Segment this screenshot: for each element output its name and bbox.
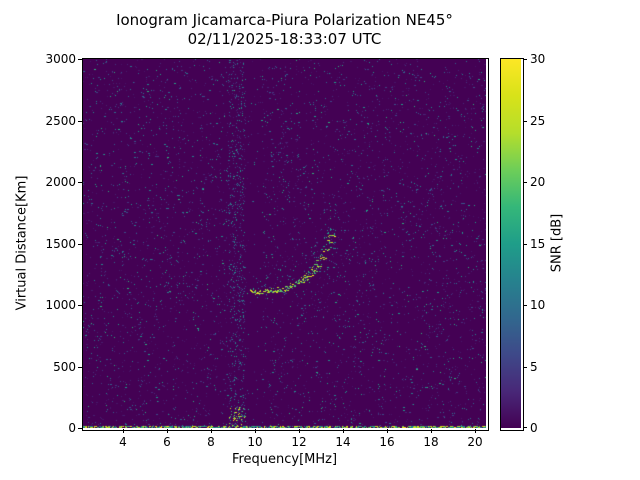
colorbar-tick-label: 10	[530, 298, 546, 312]
y-tick	[78, 59, 82, 60]
y-tick	[78, 244, 82, 245]
chart-subtitle: 02/11/2025-18:33:07 UTC	[187, 30, 382, 48]
colorbar-tick-label: 15	[530, 237, 546, 251]
plot-axes-border	[82, 58, 489, 431]
x-tick	[123, 429, 124, 433]
y-tick	[78, 305, 82, 306]
x-tick-label: 6	[163, 435, 171, 449]
y-tick	[78, 428, 82, 429]
y-tick	[78, 121, 82, 122]
x-tick	[299, 429, 300, 433]
y-tick	[78, 182, 82, 183]
ionogram-heatmap-canvas	[83, 59, 486, 428]
y-tick-label: 2500	[45, 114, 76, 128]
colorbar-tick-label: 30	[530, 52, 546, 66]
colorbar-tick	[523, 367, 527, 368]
y-tick	[78, 367, 82, 368]
y-tick-label: 0	[68, 421, 76, 435]
x-tick-label: 8	[207, 435, 215, 449]
x-tick-label: 10	[247, 435, 263, 449]
x-tick-label: 16	[379, 435, 395, 449]
y-tick-label: 2000	[45, 175, 76, 189]
x-tick-label: 18	[423, 435, 439, 449]
colorbar-tick	[523, 182, 527, 183]
chart-title: Ionogram Jicamarca-Piura Polarization NE…	[116, 11, 453, 29]
x-tick	[431, 429, 432, 433]
x-tick-label: 20	[467, 435, 483, 449]
colorbar-border	[500, 58, 524, 431]
colorbar-tick-label: 5	[530, 360, 538, 374]
colorbar-tick	[523, 121, 527, 122]
x-tick	[475, 429, 476, 433]
x-axis-label: Frequency[MHz]	[231, 452, 338, 467]
colorbar-tick	[523, 427, 527, 428]
colorbar-tick-label: 25	[530, 114, 546, 128]
y-tick-label: 3000	[45, 52, 76, 66]
colorbar-label: SNR [dB]	[549, 213, 565, 273]
x-tick	[255, 429, 256, 433]
colorbar-tick-label: 0	[530, 421, 538, 435]
y-tick-label: 500	[53, 360, 76, 374]
x-tick-label: 14	[335, 435, 351, 449]
x-tick	[211, 429, 212, 433]
x-tick-label: 12	[291, 435, 307, 449]
y-tick-label: 1000	[45, 298, 76, 312]
colorbar-gradient	[501, 59, 521, 428]
x-tick-label: 4	[119, 435, 127, 449]
x-tick	[167, 429, 168, 433]
colorbar-tick	[523, 305, 527, 306]
colorbar-tick-label: 20	[530, 175, 546, 189]
y-tick-label: 1500	[45, 237, 76, 251]
x-tick	[343, 429, 344, 433]
x-tick	[387, 429, 388, 433]
colorbar-tick	[523, 59, 527, 60]
colorbar-tick	[523, 244, 527, 245]
